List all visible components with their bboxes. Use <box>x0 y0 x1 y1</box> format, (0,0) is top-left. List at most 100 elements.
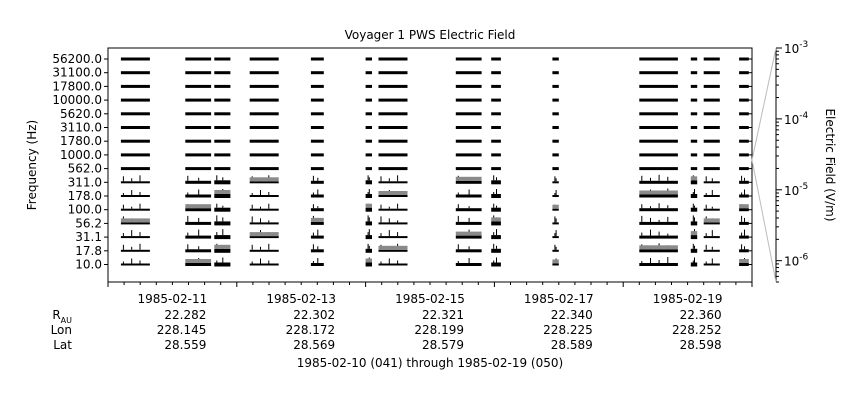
data-spike <box>641 204 643 209</box>
data-spike <box>139 243 141 250</box>
annotation-value: 28.569 <box>293 338 335 352</box>
data-spike <box>496 229 497 236</box>
data-segment <box>249 57 279 61</box>
data-spike <box>705 233 707 237</box>
data-segment <box>455 208 482 212</box>
data-segment <box>703 222 720 225</box>
data-segment <box>690 112 698 116</box>
data-segment <box>552 57 559 61</box>
data-spike <box>692 260 694 263</box>
data-segment <box>455 98 482 102</box>
data-segment <box>690 207 698 212</box>
data-segment <box>639 71 678 75</box>
data-segment <box>378 195 408 197</box>
data-spike <box>468 217 470 222</box>
data-spike <box>744 189 745 195</box>
colorbar-connector-bottom <box>751 159 777 283</box>
data-spike <box>554 216 556 223</box>
data-segment <box>703 208 720 211</box>
data-spike <box>122 193 124 195</box>
data-segment <box>120 181 150 184</box>
data-spike <box>457 204 459 209</box>
data-spike <box>260 206 261 209</box>
colorbar-tick-label: 10-4 <box>784 111 809 127</box>
y-tick-label: 100.0 <box>68 203 102 217</box>
data-spike <box>312 244 314 250</box>
data-segment <box>214 167 231 171</box>
data-segment <box>185 263 212 266</box>
data-spike <box>368 189 370 194</box>
data-segment <box>739 263 749 266</box>
data-spike <box>260 246 261 250</box>
data-fill <box>310 217 324 222</box>
y-tick-label: 311.0 <box>68 175 102 189</box>
data-segment <box>365 139 372 143</box>
annotation-value: 22.360 <box>680 308 722 322</box>
data-spike <box>641 232 643 236</box>
data-spike <box>380 233 382 237</box>
x-tick-label: 1985-02-15 <box>395 292 465 306</box>
data-spike <box>367 215 369 222</box>
data-fill <box>639 190 678 195</box>
data-spike <box>692 203 694 208</box>
data-spike <box>198 189 200 195</box>
data-segment <box>249 112 279 116</box>
data-segment <box>703 195 720 197</box>
data-segment <box>310 57 324 61</box>
data-segment <box>552 84 559 88</box>
data-segment <box>690 180 698 185</box>
data-spike <box>692 192 694 194</box>
data-segment <box>552 195 559 197</box>
data-segment <box>739 84 749 88</box>
data-segment <box>552 249 559 252</box>
data-segment <box>703 263 720 266</box>
data-segment <box>365 262 372 267</box>
data-spike <box>367 192 369 194</box>
data-spike <box>122 204 124 209</box>
data-segment <box>185 84 212 88</box>
colorbar-tick-label: 10-5 <box>784 182 808 198</box>
data-spike <box>131 246 133 250</box>
data-spike <box>368 177 370 181</box>
annotation-row-label: Lat <box>53 338 72 352</box>
data-spike <box>317 229 319 236</box>
y-tick-label: 10.0 <box>75 258 102 272</box>
data-spike <box>658 174 660 181</box>
data-segment <box>310 84 324 88</box>
data-spike <box>317 246 319 250</box>
data-spike <box>658 231 660 236</box>
data-spike <box>251 193 253 195</box>
data-spike <box>493 260 495 263</box>
y-tick-label: 1780.0 <box>60 134 102 148</box>
data-segment <box>249 222 279 225</box>
data-segment <box>703 167 720 171</box>
data-spike <box>493 192 495 194</box>
data-segment <box>739 249 749 253</box>
data-segment <box>552 222 559 225</box>
y-tick-label: 10000.0 <box>52 93 102 107</box>
ephemeris-annotation: RAU 22.282 22.302 22.321 22.340 22.360 Lon 228.… <box>51 308 722 352</box>
data-spike <box>555 190 557 195</box>
data-spike <box>457 215 459 222</box>
data-segment <box>185 71 212 75</box>
data-segment <box>310 98 324 102</box>
data-spike <box>222 257 224 263</box>
data-spike <box>198 246 200 250</box>
y-tick-label: 5620.0 <box>60 107 102 121</box>
data-segment <box>639 98 678 102</box>
y-tick-label: 562.0 <box>68 162 102 176</box>
data-segment <box>365 248 372 253</box>
data-segment <box>690 235 698 240</box>
data-segment <box>739 153 749 157</box>
data-spike <box>744 229 745 236</box>
data-spike <box>555 246 557 250</box>
data-segment <box>310 167 324 171</box>
data-spike <box>667 233 669 236</box>
data-segment <box>491 235 501 240</box>
data-fill <box>552 204 559 209</box>
data-spike <box>131 258 133 264</box>
data-spike <box>139 232 141 237</box>
data-segment <box>365 180 372 185</box>
data-spike <box>312 261 314 263</box>
data-spike <box>694 205 695 208</box>
